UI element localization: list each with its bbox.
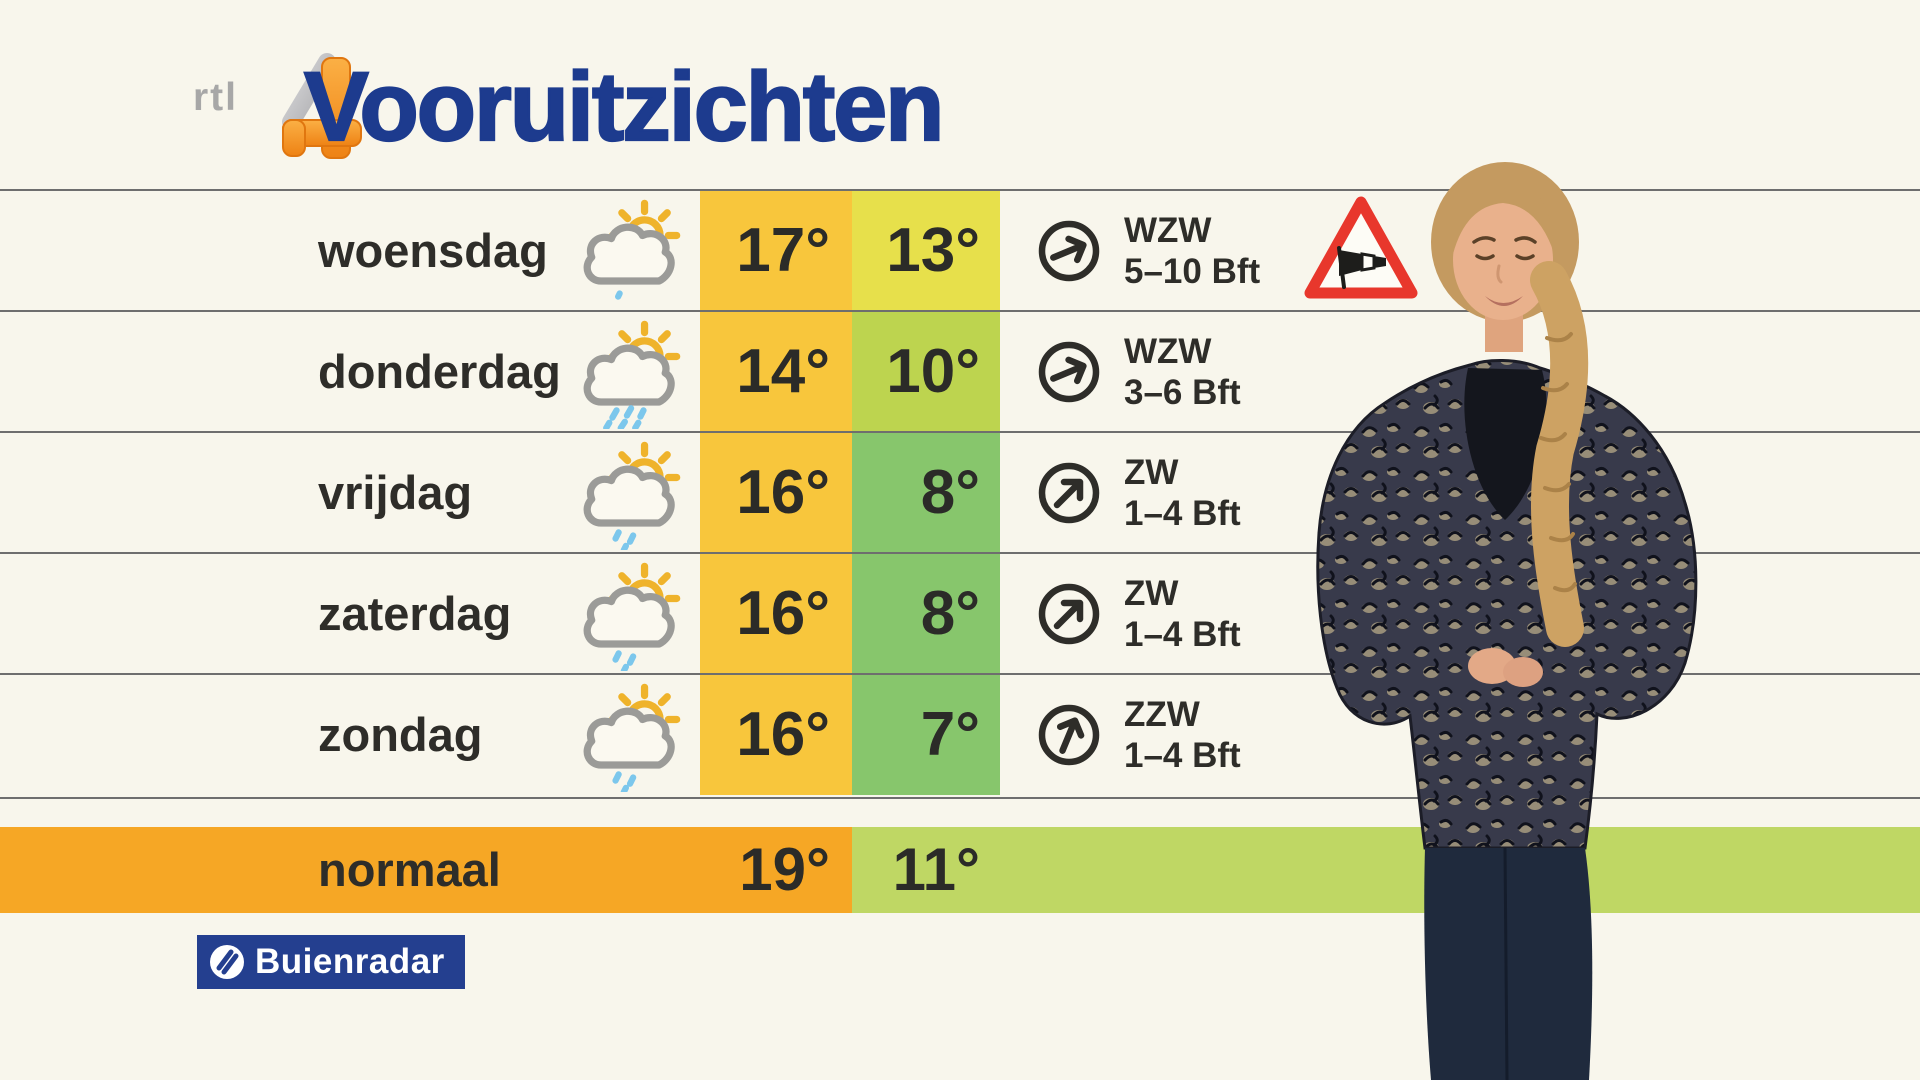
forecast-row-vrijdag: vrijdag 16° 8° ZW 1–4 Bft [0,432,1920,553]
table-line [0,189,1920,191]
table-line [0,310,1920,312]
weather-icon-sun-cloud-drizzle [583,562,681,671]
wind-info: ZW 1–4 Bft [1036,553,1241,674]
wind-direction: ZW [1124,573,1179,613]
wind-info: WZW 3–6 Bft [1036,311,1241,432]
wind-force: 5–10 Bft [1124,251,1261,291]
forecast-row-zondag: zondag 16° 7° ZZW 1–4 Bft [0,674,1920,795]
forecast-row-zaterdag: zaterdag 16° 8° ZW 1–4 Bft [0,553,1920,674]
high-temp-cell: 17° [700,190,852,311]
high-temp-cell: 16° [700,432,852,553]
wind-direction: ZZW [1124,694,1200,734]
high-temp-cell: 14° [700,311,852,432]
forecast-row-woensdag: woensdag 17° 13° WZW 5–10 Bft [0,190,1920,311]
normal-high-temp: 19° [739,836,830,903]
normal-low-temp: 11° [892,836,980,903]
wind-force: 1–4 Bft [1124,493,1241,533]
normal-high-band [0,827,852,913]
buienradar-logo: Buienradar [197,935,465,989]
low-temp-cell: 8° [852,553,1000,674]
normal-values-row: normaal 19° 11° [0,827,1920,913]
wind-force: 1–4 Bft [1124,614,1241,654]
table-line [0,673,1920,675]
day-label: zondag [318,708,483,761]
low-temp-cell: 7° [852,674,1000,795]
day-label: donderdag [318,345,561,398]
table-line [0,431,1920,433]
day-label: zaterdag [318,587,512,640]
day-label: vrijdag [318,466,473,519]
wind-direction-icon [1038,704,1100,765]
day-label: woensdag [318,224,548,277]
normal-label: normaal [318,843,501,896]
table-line [0,552,1920,554]
high-temp-cell: 16° [700,674,852,795]
rtl-logo-text: rtl [193,76,238,119]
weather-icon-sun-cloud-light-drizzle [583,199,681,300]
wind-force: 1–4 Bft [1124,735,1241,775]
low-temp-cell: 13° [852,190,1000,311]
wind-info: WZW 5–10 Bft [1036,190,1260,311]
wind-direction-icon [1038,583,1100,644]
wind-info: ZW 1–4 Bft [1036,432,1241,553]
wind-direction: WZW [1124,331,1212,371]
table-line [0,797,1920,799]
wind-info: ZZW 1–4 Bft [1036,674,1241,795]
buienradar-logo-text: Buienradar [255,942,445,981]
low-temp-cell: 8° [852,432,1000,553]
forecast-row-donderdag: donderdag 14° 10° WZW 3–6 Bft [0,311,1920,432]
wind-direction: WZW [1124,210,1212,250]
wind-force: 3–6 Bft [1124,372,1241,412]
rtl-channel-4-icon [282,53,362,159]
buienradar-radar-icon [210,945,244,979]
weather-icon-sun-cloud-drizzle [583,683,681,792]
rtl4-logo: rtl [193,52,373,170]
wind-direction-icon [1038,220,1100,281]
low-temp-cell: 10° [852,311,1000,432]
high-temp-cell: 16° [700,553,852,674]
weather-icon-sun-cloud-rain-showers [583,320,681,429]
wind-direction-icon [1038,341,1100,402]
normal-low-band [852,827,1920,913]
weather-presenter-photo [1316,162,1698,1080]
wind-warning-sign-icon [1304,196,1418,299]
wind-direction: ZW [1124,452,1179,492]
wind-direction-icon [1038,462,1100,523]
weather-icon-sun-cloud-drizzle [583,441,681,550]
page-title: Vooruitzichten [303,52,946,161]
